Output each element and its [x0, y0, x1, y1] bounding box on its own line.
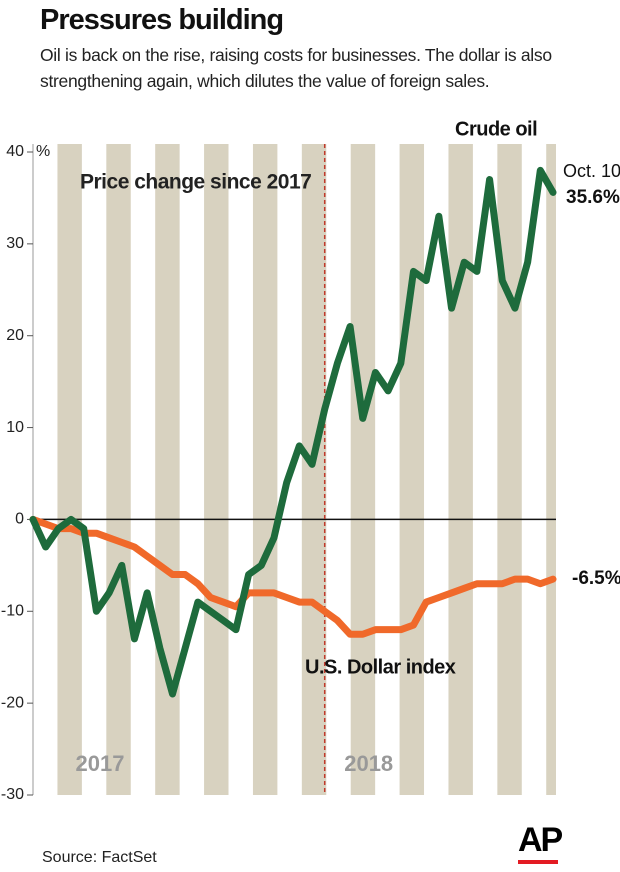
end-label: 35.6%: [566, 187, 620, 208]
y-tick-label: 10: [6, 419, 24, 436]
y-unit: %: [36, 143, 50, 160]
y-tick-label: 30: [6, 235, 24, 252]
logo-bar: [518, 860, 558, 864]
y-tick-label: 40: [6, 143, 24, 160]
logo: AP: [518, 821, 563, 859]
series-line: [29, 166, 557, 698]
series-line: [29, 515, 557, 638]
subtitle: Oil is back on the rise, raising costs f…: [40, 45, 552, 91]
legend-label: U.S. Dollar index: [305, 656, 456, 678]
y-tick-label: -20: [1, 694, 24, 711]
month-stripe: [106, 144, 131, 795]
x-tick-label: 2017: [76, 751, 125, 776]
y-tick-label: 0: [15, 511, 24, 528]
month-stripe: [204, 144, 229, 795]
month-stripe: [155, 144, 180, 795]
y-tick-label: -30: [1, 786, 24, 803]
month-stripe: [301, 144, 327, 795]
y-tick-label: 20: [6, 327, 24, 344]
legend-label: Crude oil: [455, 118, 537, 140]
month-stripe: [57, 144, 82, 795]
annotation: Price change since 2017: [80, 171, 311, 194]
end-date: Oct. 10: [563, 161, 620, 181]
month-stripe: [546, 144, 556, 795]
month-stripe: [497, 144, 522, 795]
end-label: -6.5%: [572, 568, 620, 589]
month-stripe: [252, 144, 278, 795]
month-stripe: [399, 144, 425, 795]
y-tick-label: -10: [1, 603, 24, 620]
title: Pressures building: [40, 4, 284, 36]
x-tick-label: 2018: [344, 751, 393, 776]
month-stripe: [448, 144, 473, 795]
month-stripe: [350, 144, 376, 795]
source: Source: FactSet: [42, 849, 157, 866]
